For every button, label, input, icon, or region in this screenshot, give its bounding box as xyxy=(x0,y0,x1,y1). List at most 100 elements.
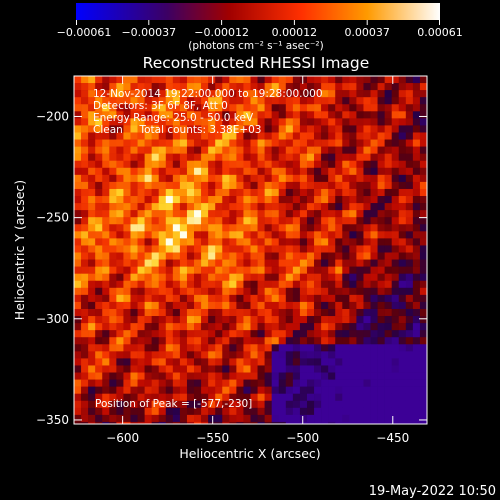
heatmap-cell xyxy=(137,76,145,84)
heatmap-cell xyxy=(243,97,251,105)
heatmap-cell xyxy=(144,245,152,253)
heatmap-cell xyxy=(384,231,392,239)
heatmap-cell xyxy=(194,160,202,169)
heatmap-cell xyxy=(123,400,131,409)
heatmap-cell xyxy=(88,400,96,409)
heatmap-cell xyxy=(328,294,336,303)
heatmap-cell xyxy=(123,118,131,126)
heatmap-cell xyxy=(95,294,103,303)
heatmap-cell xyxy=(257,337,265,345)
heatmap-cell xyxy=(278,139,287,147)
heatmap-cell xyxy=(250,104,258,112)
heatmap-cell xyxy=(144,210,152,218)
heatmap-cell xyxy=(229,104,237,112)
heatmap-cell xyxy=(349,252,357,260)
heatmap-cell xyxy=(264,217,272,225)
heatmap-cell xyxy=(250,181,258,190)
heatmap-cell xyxy=(172,351,181,359)
heatmap-cell xyxy=(335,238,343,246)
heatmap-cell xyxy=(208,125,216,133)
heatmap-cell xyxy=(243,76,251,84)
x-axis-label: Heliocentric X (arcsec) xyxy=(179,446,320,461)
heatmap-cell xyxy=(158,83,167,91)
heatmap-cell xyxy=(243,379,251,387)
heatmap-cell xyxy=(363,365,371,373)
heatmap-cell xyxy=(384,224,392,232)
heatmap-cell xyxy=(179,174,188,183)
heatmap-cell xyxy=(335,421,343,424)
heatmap-cell xyxy=(109,372,117,380)
heatmap-cell xyxy=(229,323,237,331)
heatmap-cell xyxy=(335,287,343,296)
heatmap-cell xyxy=(222,407,230,416)
heatmap-cell xyxy=(172,294,181,303)
heatmap-cell xyxy=(271,294,280,303)
heatmap-cell xyxy=(391,280,400,289)
heatmap-cell xyxy=(88,104,96,112)
heatmap-cell xyxy=(243,238,251,246)
heatmap-cell xyxy=(165,252,174,260)
heatmap-cell xyxy=(299,266,308,274)
annotation-detectors: Detectors: 3F 6F 8F, Att 0 xyxy=(93,100,228,112)
heatmap-cell xyxy=(335,273,343,282)
heatmap-cell xyxy=(179,104,188,112)
heatmap-cell xyxy=(342,351,350,359)
heatmap-cell xyxy=(278,259,287,267)
heatmap-cell xyxy=(419,203,427,211)
heatmap-cell xyxy=(292,386,301,394)
heatmap-cell xyxy=(208,379,216,387)
heatmap-cell xyxy=(88,407,96,416)
colorbar-tick-label: −0.00012 xyxy=(194,26,249,39)
heatmap-cell xyxy=(243,323,251,331)
heatmap-cell xyxy=(405,301,414,310)
heatmap-cell xyxy=(391,196,400,204)
heatmap-cell xyxy=(292,245,301,253)
y-axis-label: Heliocentric Y (arcsec) xyxy=(12,180,27,320)
heatmap-cell xyxy=(314,111,322,119)
heatmap-cell xyxy=(349,125,357,133)
heatmap-cell xyxy=(370,372,378,380)
heatmap-cell xyxy=(109,238,117,246)
heatmap-cell xyxy=(158,393,167,402)
heatmap-cell xyxy=(165,386,174,394)
heatmap-cell xyxy=(109,139,117,147)
heatmap-cell xyxy=(201,153,209,162)
heatmap-cell xyxy=(335,393,343,402)
heatmap-cell xyxy=(116,118,124,126)
heatmap-cell xyxy=(299,308,308,317)
heatmap-cell xyxy=(116,266,124,274)
heatmap-cell xyxy=(229,421,237,424)
heatmap-cell xyxy=(229,118,237,126)
heatmap-cell xyxy=(74,210,82,218)
heatmap-cell xyxy=(179,111,188,119)
heatmap-cell xyxy=(328,217,336,225)
heatmap-cell xyxy=(95,181,103,190)
heatmap-cell xyxy=(74,224,82,232)
heatmap-cell xyxy=(123,393,131,402)
heatmap-cell xyxy=(419,90,427,98)
heatmap-cell xyxy=(306,301,315,310)
heatmap-cell xyxy=(236,414,244,423)
heatmap-cell xyxy=(201,301,209,310)
heatmap-cell xyxy=(102,132,110,140)
heatmap-cell xyxy=(144,330,152,338)
heatmap-cell xyxy=(321,111,329,119)
heatmap-cell xyxy=(81,231,89,239)
heatmap-cell xyxy=(321,132,329,140)
heatmap-cell xyxy=(335,104,343,112)
heatmap-cell xyxy=(109,400,117,409)
heatmap-cell xyxy=(405,330,414,338)
heatmap-cell xyxy=(314,83,322,91)
heatmap-cell xyxy=(215,111,223,119)
heatmap-cell xyxy=(222,83,230,91)
heatmap-cell xyxy=(349,273,357,282)
heatmap-cell xyxy=(285,224,294,232)
heatmap-cell xyxy=(137,421,145,424)
heatmap-cell xyxy=(377,358,385,366)
heatmap-cell xyxy=(321,365,329,373)
heatmap-cell xyxy=(363,372,371,380)
heatmap-cell xyxy=(151,372,160,380)
heatmap-cell xyxy=(201,245,209,253)
heatmap-cell xyxy=(109,344,117,352)
heatmap-cell xyxy=(264,301,272,310)
